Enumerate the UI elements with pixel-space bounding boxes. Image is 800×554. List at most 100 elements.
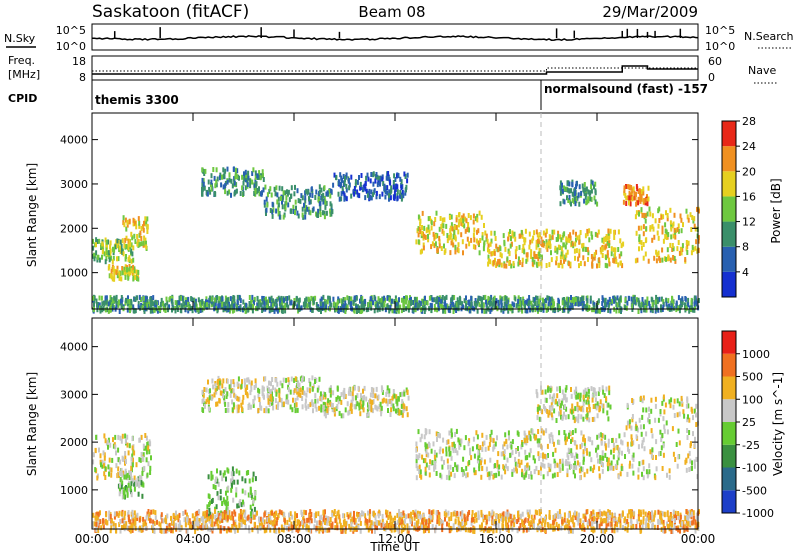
vel-cell-3-188: [361, 395, 364, 401]
power-cell-10-5: [680, 250, 683, 256]
power-cell-1-0: [127, 238, 130, 244]
power-cell-11-289: [519, 297, 522, 302]
vel-cell-5-22: [558, 411, 561, 417]
power-cell-11-1426: [645, 307, 648, 313]
power-cell-6-99: [453, 229, 456, 235]
power-cell-11-1348: [537, 301, 540, 306]
power-cell-7-94: [526, 252, 529, 258]
vel-cell-1-44: [118, 485, 121, 491]
vel-cell-6-172: [642, 459, 645, 465]
vel-cell-5-92: [538, 416, 541, 422]
power-cell-3-130: [244, 169, 247, 175]
vel-cell-0-36: [121, 433, 124, 439]
vel-cell-4-349: [540, 465, 542, 471]
vel-cell-6-80: [637, 444, 640, 450]
vel-cell-4-160: [480, 474, 483, 480]
power-cell-11-590: [465, 305, 468, 311]
power-cell-11-133: [357, 304, 359, 310]
power-cell-7-186: [566, 249, 569, 255]
power-cell-4-139: [278, 185, 281, 191]
vel-cell-4-352: [478, 452, 481, 458]
vel-cell-2-262: [301, 389, 304, 395]
power-cell-8-88: [559, 185, 562, 191]
power-cell-3-56: [201, 177, 204, 183]
vel-cell-8-22: [115, 511, 118, 517]
vel-cell-2-41: [306, 387, 309, 393]
power-cell-10-14: [674, 234, 677, 240]
vel-cell-7-113: [227, 468, 230, 474]
power-cell-4-69: [319, 212, 322, 217]
vel-cell-3-203: [397, 396, 400, 402]
vel-cell-4-40: [573, 455, 576, 461]
power-cell-11-991: [536, 305, 538, 311]
power-cell-10-114: [666, 213, 669, 218]
vel-cell-2-120: [224, 387, 227, 393]
vel-cell-3-40: [360, 396, 363, 402]
power-cell-7-93: [487, 254, 490, 260]
power-cell-0-6: [119, 249, 122, 254]
power-colorbar-label-3: 16: [742, 190, 756, 203]
vel-cell-4-106: [606, 461, 609, 467]
vel-cell-4-86: [496, 463, 499, 469]
vel-cell-4-486: [553, 472, 556, 478]
power-cell-7-269: [562, 254, 565, 260]
vel-cell-6-160: [635, 425, 638, 431]
power-cell-10-95: [671, 243, 674, 248]
power-cell-11-760: [171, 296, 174, 301]
power-cell-7-320: [560, 237, 563, 243]
power-cell-11-754: [193, 302, 196, 308]
power-cell-11-762: [337, 296, 340, 302]
power-cell-11-1191: [411, 299, 414, 305]
vel-cell-2-265: [208, 395, 211, 401]
power-cell-6-148: [468, 241, 471, 247]
power-cell-1-59: [126, 219, 129, 225]
vel-cell-7-79: [220, 510, 223, 516]
vel-cell-4-43: [610, 449, 613, 455]
vel-cell-3-167: [340, 392, 343, 398]
power-cell-3-51: [241, 174, 244, 180]
vel-cell-2-30: [272, 385, 274, 391]
vel-cell-4-230: [608, 462, 611, 468]
power-cell-8-44: [567, 198, 570, 203]
vel-cell-4-104: [472, 436, 475, 442]
power-cell-11-1243: [217, 303, 220, 309]
power-cell-4-107: [301, 212, 304, 218]
vel-cell-6-29: [655, 455, 657, 460]
power-cell-0-71: [96, 257, 99, 263]
power-cell-11-301: [373, 308, 376, 314]
power-cell-5-54: [396, 195, 399, 201]
power-cell-11-827: [594, 308, 597, 314]
vel-cell-1-35: [122, 487, 125, 493]
vel-cell-2-112: [314, 379, 316, 384]
vel-cell-2-53: [276, 405, 279, 410]
vel-cell-2-235: [295, 402, 298, 408]
power-cell-6-121: [433, 221, 436, 227]
power-cell-10-76: [657, 223, 660, 229]
vel-cell-3-133: [398, 409, 401, 415]
vel-cell-4-284: [610, 460, 613, 466]
vel-cell-2-118: [237, 396, 240, 402]
power-cell-11-1189: [380, 298, 383, 303]
vel-cell-5-128: [549, 387, 552, 393]
power-cell-4-19: [317, 197, 320, 203]
power-cell-4-137: [285, 195, 288, 201]
vel-cell-3-186: [320, 396, 323, 402]
power-cell-11-1108: [648, 303, 651, 309]
power-cell-7-48: [577, 256, 580, 262]
power-cell-7-124: [582, 242, 585, 248]
power-cell-11-885: [152, 295, 155, 301]
vel-cell-5-170: [602, 408, 605, 414]
vel-cell-4-52: [451, 432, 453, 438]
power-cell-11-1138: [531, 307, 534, 313]
power-cell-11-926: [677, 305, 680, 311]
vel-cell-4-209: [571, 430, 574, 435]
vel-cell-4-132: [567, 455, 570, 461]
vel-cell-4-454: [497, 471, 500, 477]
vel-cell-5-9: [585, 399, 588, 405]
vel-cell-4-264: [585, 448, 588, 454]
vel-cell-0-25: [107, 437, 110, 443]
power-cell-6-161: [449, 215, 451, 220]
power-cell-0-42: [114, 244, 117, 250]
power-cell-2-56: [136, 276, 138, 282]
power-cell-11-1200: [468, 299, 471, 305]
